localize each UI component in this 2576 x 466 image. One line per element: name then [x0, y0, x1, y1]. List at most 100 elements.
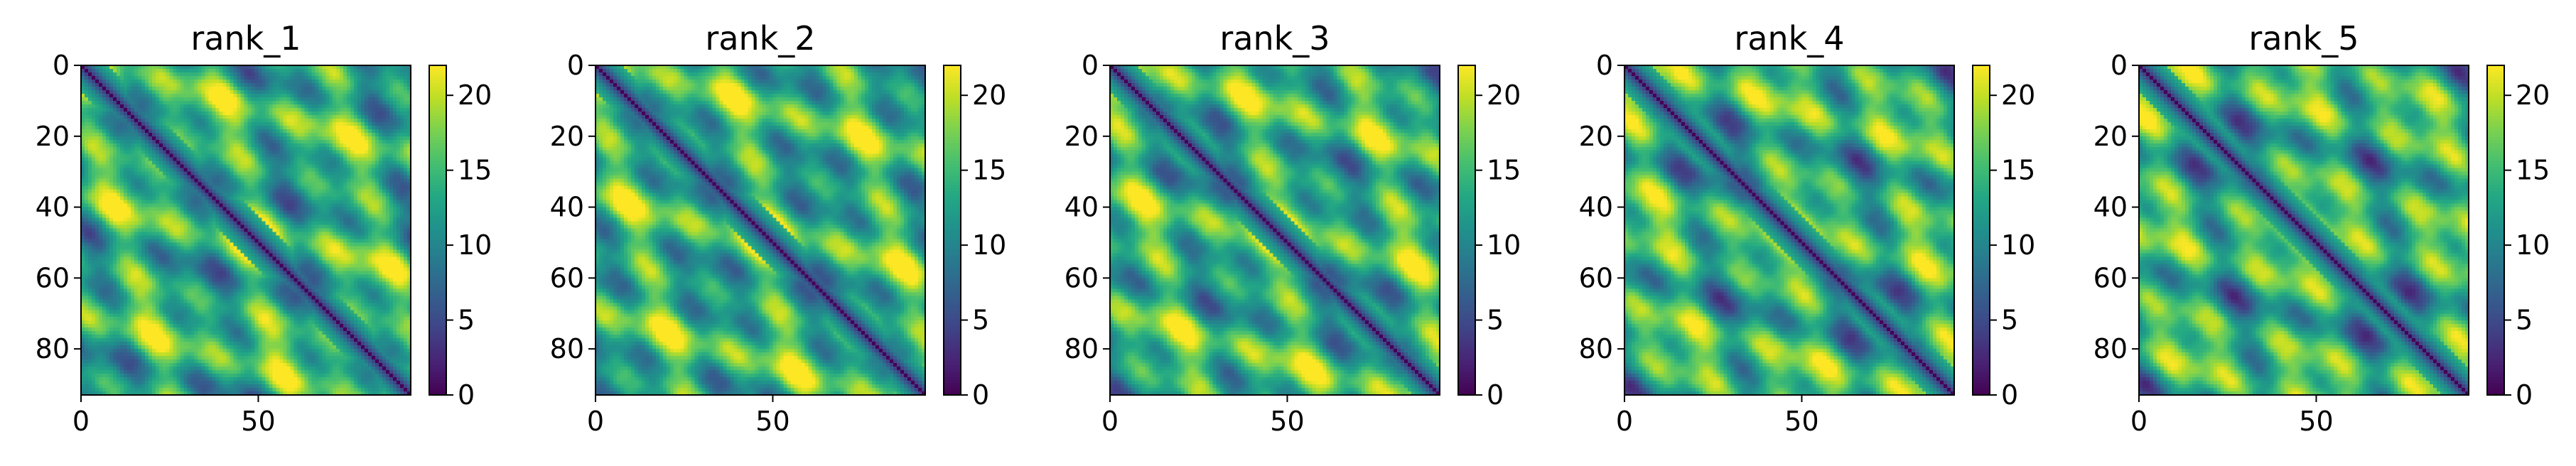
- heatmap-cell: [254, 90, 259, 94]
- heatmap-cell: [283, 69, 287, 73]
- heatmap-cell: [120, 76, 124, 80]
- heatmap-cell: [85, 80, 89, 84]
- heatmap-cell: [166, 90, 171, 94]
- heatmap-cell: [333, 76, 337, 80]
- heatmap-cell: [184, 69, 188, 73]
- heatmap-cell: [188, 80, 192, 84]
- heatmap-cell: [202, 76, 206, 80]
- heatmap-cell: [286, 87, 291, 91]
- heatmap-cell: [131, 87, 135, 91]
- heatmap-cell: [166, 69, 171, 73]
- heatmap-cell: [131, 90, 135, 94]
- heatmap-cell: [368, 80, 372, 84]
- heatmap-cell: [386, 87, 390, 91]
- heatmap-cell: [350, 76, 355, 80]
- heatmap-cell: [134, 76, 139, 80]
- heatmap-cell: [354, 69, 358, 73]
- heatmap-cell: [85, 69, 89, 73]
- heatmap-cell: [220, 76, 224, 80]
- heatmap-cell: [372, 87, 376, 91]
- heatmap-cell: [382, 83, 387, 87]
- heatmap-cell: [109, 90, 114, 94]
- heatmap-cell: [343, 87, 347, 91]
- heatmap-cell: [311, 87, 316, 91]
- heatmap-cell: [251, 76, 255, 80]
- heatmap-cell: [230, 80, 235, 84]
- heatmap-cell: [279, 83, 284, 87]
- heatmap-cell: [205, 83, 210, 87]
- heatmap-cell: [262, 76, 266, 80]
- heatmap-cell: [227, 90, 231, 94]
- heatmap-cell: [286, 76, 291, 80]
- heatmap-cell: [145, 80, 149, 84]
- heatmap-cell: [141, 76, 146, 80]
- heatmap-cell: [188, 72, 192, 77]
- heatmap-cell: [156, 87, 160, 91]
- heatmap-cell: [170, 80, 174, 84]
- heatmap-cell: [336, 69, 340, 73]
- heatmap-cell: [343, 69, 347, 73]
- heatmap-cell: [333, 72, 337, 77]
- heatmap-cell: [223, 76, 227, 80]
- heatmap-cell: [251, 69, 255, 73]
- heatmap-cell: [265, 90, 269, 94]
- heatmap-cell: [237, 76, 242, 80]
- heatmap-cell: [188, 69, 192, 73]
- heatmap-cell: [191, 72, 195, 77]
- heatmap-cell: [279, 87, 284, 91]
- heatmap-cell: [241, 80, 245, 84]
- heatmap-cell: [170, 90, 174, 94]
- heatmap-cell: [322, 90, 326, 94]
- heatmap-cell: [372, 72, 376, 77]
- heatmap-cell: [134, 90, 139, 94]
- heatmap-cell: [393, 90, 397, 94]
- heatmap-cell: [293, 72, 298, 77]
- heatmap-cell: [286, 83, 291, 87]
- heatmap-cell: [152, 80, 156, 84]
- panels: rank_10 5002040608005101520rank_20 5002040…: [36, 19, 2550, 437]
- heatmap-cell: [283, 90, 287, 94]
- heatmap-cell: [333, 80, 337, 84]
- heatmap-cell: [92, 72, 96, 77]
- heatmap-cell: [343, 90, 347, 94]
- heatmap-cell: [120, 80, 124, 84]
- heatmap-cell: [230, 72, 235, 77]
- heatmap-cell: [92, 90, 96, 94]
- heatmap-cell: [234, 83, 238, 87]
- heatmap-cell: [354, 72, 358, 77]
- heatmap-cell: [272, 83, 276, 87]
- heatmap-cell: [350, 90, 355, 94]
- heatmap-cell: [350, 69, 355, 73]
- heatmap-cell: [361, 76, 365, 80]
- heatmap-cell: [318, 76, 323, 80]
- heatmap-cell: [99, 80, 103, 84]
- heatmap-cell: [254, 87, 259, 91]
- heatmap-cell: [205, 72, 210, 77]
- heatmap-cell: [354, 87, 358, 91]
- heatmap-cell: [357, 83, 362, 87]
- heatmap-cell: [286, 72, 291, 77]
- heatmap-cell: [365, 87, 369, 91]
- heatmap-cell: [188, 90, 192, 94]
- heatmap-cell: [163, 80, 167, 84]
- heatmap-cell: [131, 83, 135, 87]
- heatmap-cell: [269, 80, 273, 84]
- heatmap-cell: [159, 69, 163, 73]
- heatmap-cell: [365, 69, 369, 73]
- heatmap-cell: [247, 87, 252, 91]
- heatmap-cell: [127, 80, 131, 84]
- heatmap-cell: [272, 72, 276, 77]
- heatmap-cell: [343, 72, 347, 77]
- heatmap-cell: [106, 72, 110, 77]
- heatmap-cell: [311, 76, 316, 80]
- heatmap-cell: [102, 90, 107, 94]
- heatmap-cell: [216, 69, 220, 73]
- heatmap-cell: [163, 90, 167, 94]
- heatmap-cell: [88, 72, 92, 77]
- heatmap-cell: [113, 69, 117, 73]
- heatmap-cell: [279, 69, 284, 73]
- heatmap-cell: [191, 83, 195, 87]
- heatmap-cell: [404, 69, 408, 73]
- heatmap-cell: [361, 69, 365, 73]
- heatmap-cell: [329, 72, 333, 77]
